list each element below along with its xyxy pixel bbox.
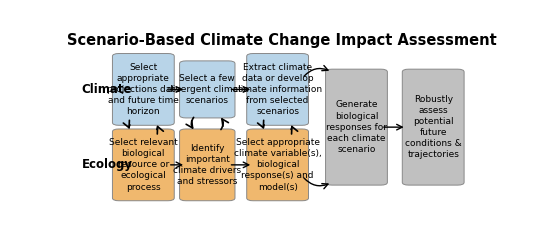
Text: Select relevant
biological
resource or
ecological
process: Select relevant biological resource or e…: [109, 138, 178, 192]
FancyBboxPatch shape: [247, 54, 309, 125]
FancyBboxPatch shape: [402, 69, 464, 185]
Text: Select appropriate
climate variable(s),
biological
response(s) and
model(s): Select appropriate climate variable(s), …: [234, 138, 322, 192]
FancyBboxPatch shape: [247, 129, 309, 201]
Text: Robustly
assess
potential
future
conditions &
trajectories: Robustly assess potential future conditi…: [405, 95, 461, 159]
Text: Scenario-Based Climate Change Impact Assessment: Scenario-Based Climate Change Impact Ass…: [67, 33, 497, 48]
FancyBboxPatch shape: [112, 54, 174, 125]
Text: Ecology: Ecology: [81, 158, 133, 171]
Text: Generate
biological
responses for
each climate
scenario: Generate biological responses for each c…: [326, 100, 387, 154]
FancyBboxPatch shape: [179, 129, 235, 201]
Text: Extract climate
data or develop
climate information
from selected
scenarios: Extract climate data or develop climate …: [233, 63, 322, 116]
Text: Select
appropriate
projections data
and future time
horizon: Select appropriate projections data and …: [107, 63, 180, 116]
FancyBboxPatch shape: [179, 61, 235, 118]
Text: Climate: Climate: [81, 83, 132, 96]
FancyBboxPatch shape: [326, 69, 387, 185]
Text: Identify
important
climate drivers
and stressors: Identify important climate drivers and s…: [173, 144, 241, 186]
Text: Select a few
divergent climate
scenarios: Select a few divergent climate scenarios: [167, 74, 248, 105]
FancyBboxPatch shape: [112, 129, 174, 201]
